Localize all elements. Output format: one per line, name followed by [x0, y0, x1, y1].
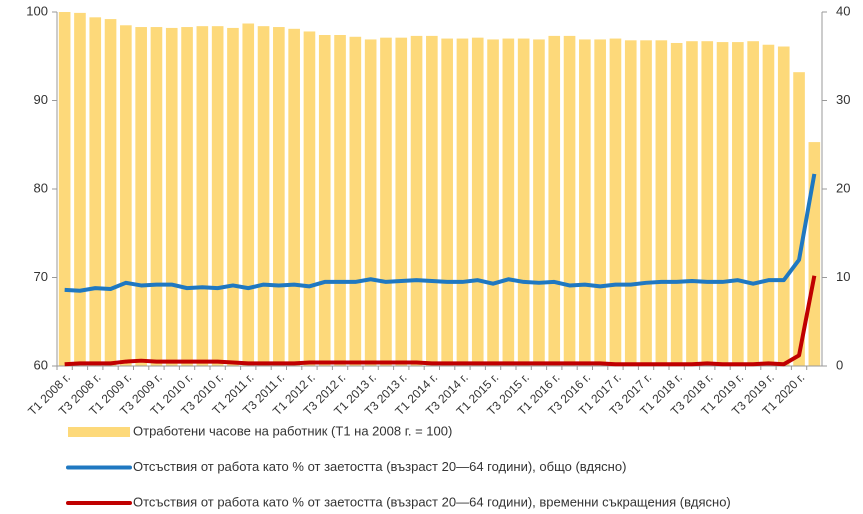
bar [471, 37, 484, 366]
bar [655, 40, 668, 366]
bar [793, 72, 805, 367]
bar [165, 27, 178, 367]
bar [89, 17, 102, 367]
line-series [64, 275, 817, 367]
bar [594, 39, 606, 367]
bar [762, 44, 775, 367]
y2-tick-label: 0 [836, 357, 843, 372]
bar [777, 46, 790, 366]
y-tick-label: 80 [34, 180, 48, 195]
bar [74, 12, 86, 366]
bar [104, 19, 117, 367]
bar [273, 27, 285, 366]
bar [441, 38, 453, 367]
bar [242, 23, 255, 366]
legend-label: Отработени часове на работник (Т1 на 200… [133, 423, 452, 438]
bar [747, 41, 759, 367]
bar [364, 39, 377, 367]
bar [732, 42, 744, 367]
bar [716, 42, 729, 367]
y2-tick-label: 10 [836, 269, 850, 284]
y2-tick-label: 30 [836, 92, 850, 107]
y2-tick-label: 20 [836, 180, 850, 195]
bar [426, 35, 438, 367]
bar [288, 28, 300, 366]
bar [517, 38, 530, 367]
bar [135, 27, 147, 366]
bar [808, 142, 821, 366]
bar [395, 37, 408, 366]
bar [150, 27, 163, 366]
bar [181, 27, 193, 366]
bar [502, 38, 515, 367]
bar [227, 27, 239, 367]
bar [579, 39, 591, 367]
bar [58, 12, 71, 366]
line-series [64, 173, 817, 293]
bar [686, 41, 698, 367]
bar [334, 35, 346, 366]
bar [548, 35, 561, 367]
bar [303, 31, 316, 366]
bar [318, 35, 331, 366]
bar [624, 40, 637, 366]
bar [120, 25, 132, 367]
legend-swatch [68, 427, 130, 437]
y2-tick-label: 40 [836, 3, 850, 18]
bar [701, 41, 714, 367]
bar [609, 38, 622, 367]
bar [640, 40, 652, 366]
legend-label: Отсъствия от работа като % от заетостта … [133, 494, 731, 509]
bar [380, 37, 392, 366]
bar [196, 26, 209, 366]
y-tick-label: 90 [34, 92, 48, 107]
bar [211, 26, 224, 366]
bar [533, 39, 545, 367]
bar [410, 35, 423, 367]
bar [670, 42, 683, 366]
y-tick-label: 60 [34, 357, 48, 372]
bar [456, 38, 469, 367]
bar [563, 35, 576, 367]
bar [349, 36, 362, 366]
bar [257, 26, 270, 366]
y-tick-label: 100 [26, 3, 48, 18]
legend-label: Отсъствия от работа като % от заетостта … [133, 459, 626, 474]
bar [487, 39, 499, 367]
y-tick-label: 70 [34, 269, 48, 284]
